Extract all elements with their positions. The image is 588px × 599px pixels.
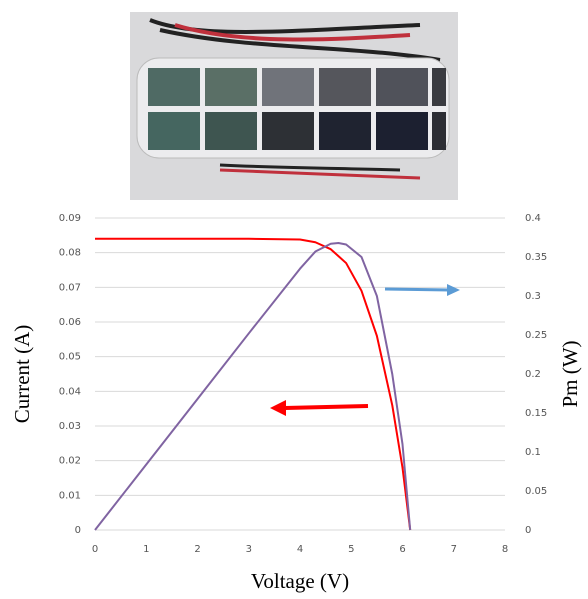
y-tick-label: 0.06	[59, 317, 81, 328]
y2-tick-label: 0.15	[525, 408, 547, 419]
series-line	[94, 241, 412, 531]
arrows	[270, 284, 460, 416]
y2-axis-title: Pm (W)	[558, 340, 582, 407]
y-tick-label: 0	[75, 525, 81, 536]
y2-tick-label: 0.4	[525, 213, 541, 224]
series-line	[95, 237, 412, 531]
y-tick-label: 0.09	[59, 213, 81, 224]
y2-tick-label: 0.25	[525, 330, 547, 341]
x-tick-label: 0	[92, 544, 98, 555]
y-axis-title: Current (A)	[10, 325, 34, 424]
y2-tick-label: 0.2	[525, 369, 541, 380]
y2-tick-label: 0.3	[525, 291, 541, 302]
x-tick-label: 4	[297, 544, 303, 555]
y2-tick-label: 0.1	[525, 447, 541, 458]
y-tick-label: 0.01	[59, 490, 81, 501]
plot: 0 0.01 0.02 0.03 0.04 0.05 0.06 0.07 0.08 0.09 0 0.…	[10, 213, 582, 593]
y-tick-label: 0.04	[59, 386, 81, 397]
y-tick-label: 0.02	[59, 456, 81, 467]
y-tick-label: 0.03	[59, 421, 81, 432]
x-axis-title: Voltage (V)	[251, 569, 349, 593]
y2-tick-label: 0.05	[525, 486, 547, 497]
x-tick-label: 5	[348, 544, 354, 555]
x-tick-label: 1	[143, 544, 149, 555]
x-tick-label: 7	[451, 544, 457, 555]
y-tick-label: 0.08	[59, 248, 81, 259]
x-tick-label: 3	[246, 544, 252, 555]
y2-tick-label: 0	[525, 525, 531, 536]
module-photo	[130, 12, 458, 200]
x-tick-label: 2	[194, 544, 200, 555]
x-tick-label: 6	[399, 544, 405, 555]
y-tick-label: 0.05	[59, 352, 81, 363]
y2-tick-label: 0.35	[525, 252, 547, 263]
y-tick-label: 0.07	[59, 282, 81, 293]
x-tick-label: 8	[502, 544, 508, 555]
